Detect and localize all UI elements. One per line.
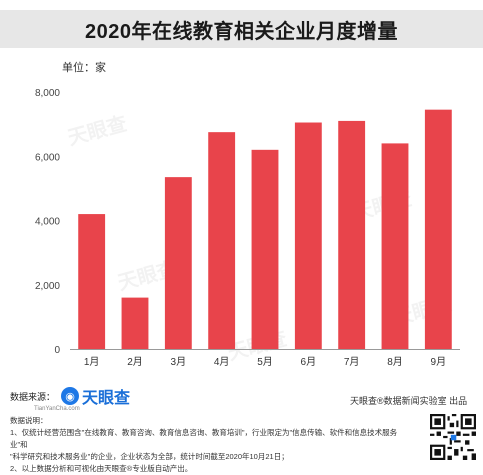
x-tick-label-1: 1月: [84, 356, 100, 368]
source-label: 数据来源：: [10, 391, 56, 402]
notes: 数据说明： 1、仅统计经营范围含"在线教育、教育咨询、教育信息咨询、教育培训"，…: [10, 415, 410, 475]
logo-text: 天眼查: [82, 390, 131, 407]
logo-subtext: TianYanCha.com: [34, 406, 80, 412]
qr-code-icon[interactable]: [430, 414, 476, 460]
x-tick-label-8: 8月: [387, 356, 403, 368]
tianyancha-logo: ◉ 天眼查: [61, 384, 130, 408]
x-tick-label-2: 2月: [127, 356, 143, 368]
bar-chart: 天眼查天眼查天眼查天眼查天眼查02,0004,0006,0008,0001月2月…: [35, 88, 460, 368]
y-tick-label-4: 8,000: [35, 88, 60, 99]
watermark-0: 天眼查: [65, 111, 129, 150]
credit-line: 天眼查®数据新闻实验室 出品: [350, 396, 468, 406]
bar-7: [338, 120, 366, 349]
bar-6: [294, 122, 322, 349]
y-tick-label-1: 2,000: [35, 281, 60, 292]
title-band: 2020年在线教育相关企业月度增量: [0, 10, 483, 48]
x-tick-label-6: 6月: [301, 356, 317, 368]
bar-9: [424, 109, 452, 349]
bar-2: [121, 297, 149, 349]
bar-4: [208, 132, 236, 349]
source-row: 数据来源： ◉ 天眼查: [10, 384, 410, 408]
note-1: 1、仅统计经营范围含"在线教育、教育咨询、教育信息咨询、教育培训"，行业限定为"…: [10, 428, 398, 449]
y-tick-label-2: 4,000: [35, 217, 60, 228]
x-tick-label-3: 3月: [171, 356, 187, 368]
x-tick-label-9: 9月: [431, 356, 447, 368]
x-tick-label-4: 4月: [214, 356, 230, 368]
eye-icon: ◉: [61, 387, 80, 405]
bar-3: [164, 177, 192, 349]
chart-title: 2020年在线教育相关企业月度增量: [85, 20, 398, 43]
bar-1: [78, 214, 106, 349]
bar-8: [381, 143, 409, 349]
notes-label: 数据说明：: [10, 416, 48, 425]
x-tick-label-5: 5月: [257, 356, 273, 368]
y-tick-label-0: 0: [54, 345, 60, 356]
y-tick-label-3: 6,000: [35, 152, 60, 163]
unit-label: 单位：家: [62, 62, 106, 74]
note-2: 2、以上数据分析和可视化由天眼查®专业版自动产出。: [10, 464, 193, 473]
bar-5: [251, 149, 279, 349]
x-tick-label-7: 7月: [344, 356, 360, 368]
note-1b: "科学研究和技术服务业"的企业，企业状态为全部，统计时间截至2020年10月21…: [10, 452, 289, 461]
